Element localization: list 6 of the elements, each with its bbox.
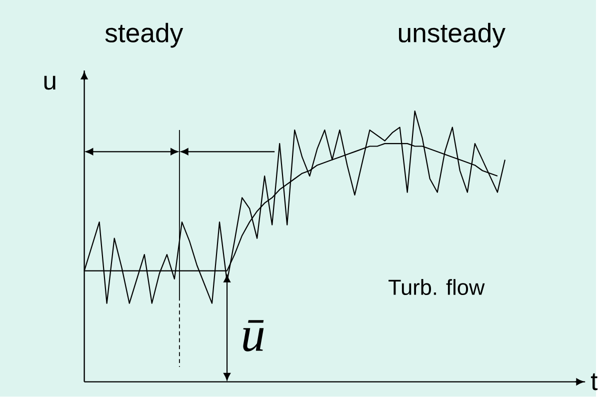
text: unsteady: [398, 22, 506, 48]
y-axis-title: u: [44, 76, 56, 90]
x-axis-title: t: [590, 374, 598, 390]
annotation: Turb. flow: [388, 279, 485, 296]
annotation: ū: [243, 320, 264, 352]
text: steady: [105, 22, 184, 48]
